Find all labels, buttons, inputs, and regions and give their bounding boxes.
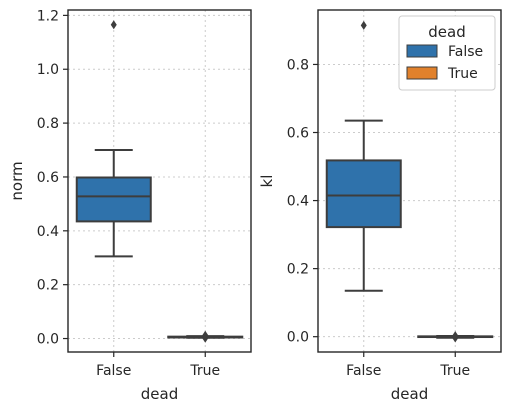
box-false	[325, 20, 402, 292]
legend-swatch-false	[406, 44, 438, 58]
y-tick-label: 0.4	[37, 224, 59, 240]
chart-panel-2: 0.0 0.2 0.4 0.6 0.8 False True dead kl	[258, 9, 502, 403]
y-tick-label: 0.2	[287, 262, 309, 278]
y-axis-label: norm	[8, 161, 26, 200]
y-tick-label: 0.0	[37, 332, 59, 348]
outlier-point	[202, 330, 209, 340]
x-tick-label: False	[346, 363, 381, 379]
chart-panel-1: 0.0 0.2 0.4 0.6 0.8 1.0 1.2 False True dead norm	[8, 8, 252, 403]
x-axis-label: dead	[391, 385, 428, 403]
y-tick-label: 0.2	[37, 278, 59, 294]
legend-label-false: False	[448, 44, 483, 60]
legend: dead False True	[398, 15, 496, 91]
box-false	[75, 20, 152, 258]
legend-title: dead	[428, 23, 465, 41]
x-tick-label: True	[439, 363, 470, 379]
box-true	[167, 330, 244, 343]
outlier-point	[110, 20, 117, 30]
legend-swatch-true	[406, 66, 438, 80]
y-tick-label: 1.2	[37, 8, 59, 24]
x-axis-label: dead	[141, 385, 178, 403]
y-tick-label: 0.0	[287, 330, 309, 346]
x-tick-label: False	[96, 363, 131, 379]
x-tick-label: True	[189, 363, 220, 379]
y-axis-label: kl	[258, 175, 276, 188]
plot-frame	[317, 9, 502, 353]
legend-label-true: True	[447, 66, 478, 82]
plot-frame	[67, 9, 252, 353]
y-tick-label: 0.8	[287, 57, 309, 73]
y-tick-label: 0.8	[37, 116, 59, 132]
y-tick-label: 0.6	[287, 126, 309, 142]
y-tick-label: 0.4	[287, 194, 309, 210]
y-tick-label: 1.0	[37, 62, 59, 78]
iqr-box	[75, 176, 152, 223]
outlier-point	[360, 20, 367, 30]
box-true	[417, 331, 494, 343]
iqr-box	[325, 159, 402, 229]
outlier-point	[452, 331, 459, 341]
y-tick-label: 0.6	[37, 170, 59, 186]
